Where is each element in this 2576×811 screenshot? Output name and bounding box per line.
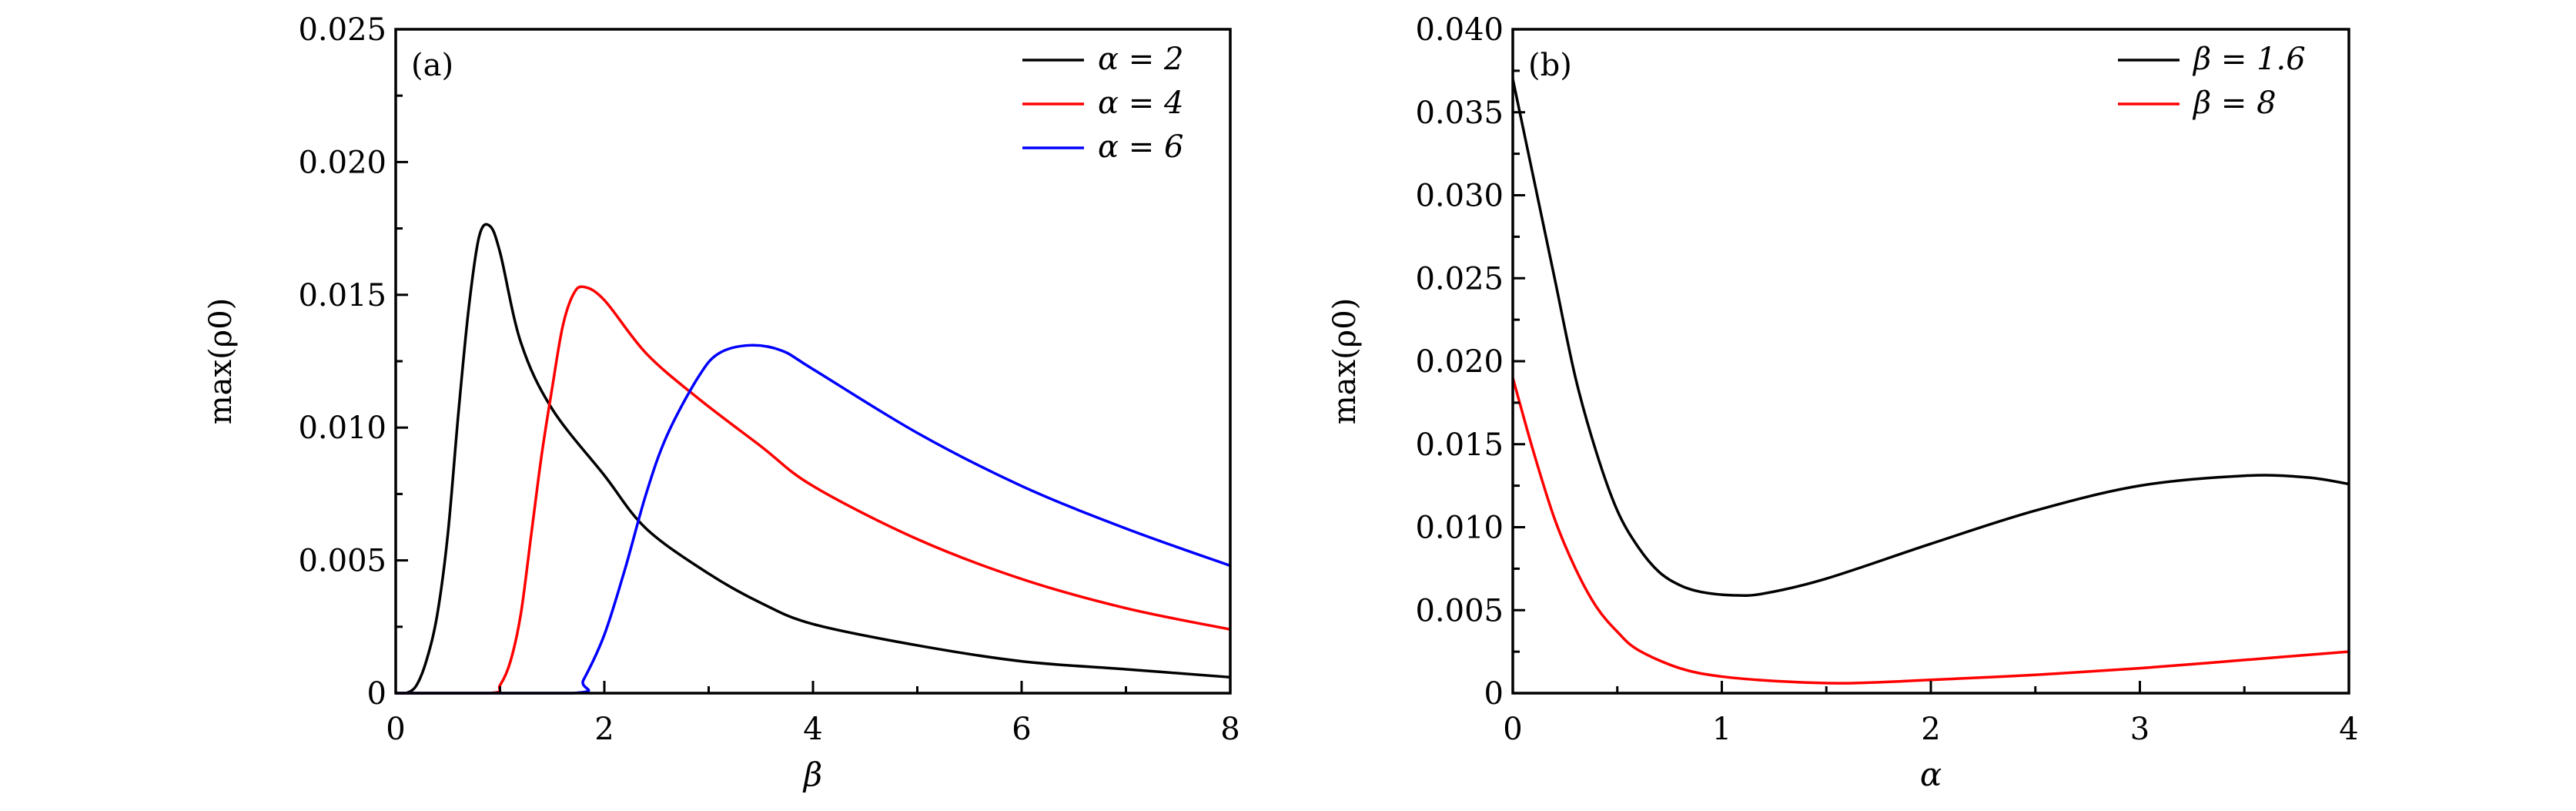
panel-label: (b) [1528, 48, 1572, 83]
legend-label: α = 6 [1098, 129, 1183, 165]
legend-label: β = 8 [2192, 85, 2277, 121]
x-tick-label: 3 [2130, 712, 2149, 747]
chart-panel-b: 0 1 2 3 4 0 0.005 0.010 0.015 0.020 0.025 0.030 0.03… [1327, 12, 2359, 793]
x-tick-label: 0 [386, 712, 405, 747]
legend: α = 2 α = 4 α = 6 [1022, 42, 1183, 165]
series-line-1 [1511, 377, 2350, 685]
x-tick-label: 2 [1921, 712, 1940, 747]
y-tick-label: 0 [367, 676, 386, 712]
panel-label: (a) [411, 48, 453, 83]
series-line-0 [395, 223, 1231, 695]
y-tick-label: 0.020 [1415, 344, 1504, 380]
x-tick-label: 6 [1012, 712, 1031, 747]
x-tick-label: 2 [594, 712, 614, 747]
chart-panel-a: 0 2 4 6 8 0 0.005 0.010 0.015 0.020 0.025 β max(ρ0) (… [203, 12, 1240, 793]
legend: β = 1.6 β = 8 [2118, 42, 2306, 121]
x-tick-label: 1 [1712, 712, 1731, 747]
y-tick-label: 0.010 [1415, 511, 1504, 546]
y-tick-label: 0 [1484, 676, 1504, 712]
y-tick-label: 0.005 [298, 544, 386, 579]
y-axis-label: max(ρ0) [203, 298, 239, 425]
legend-label: α = 2 [1098, 42, 1183, 77]
y-tick-label: 0.010 [298, 411, 386, 446]
y-tick-label: 0.025 [298, 12, 386, 48]
x-tick-label: 8 [1220, 712, 1239, 747]
series-line-0 [1511, 79, 2350, 598]
series-line-1 [395, 285, 1231, 695]
series-line-2 [395, 344, 1231, 695]
x-tick-label: 4 [2339, 712, 2358, 747]
x-tick-label: 4 [803, 712, 822, 747]
x-axis-label: α [1920, 756, 1942, 793]
y-tick-label: 0.015 [298, 278, 386, 313]
x-tick-label: 0 [1503, 712, 1522, 747]
y-tick-label: 0.040 [1415, 12, 1504, 48]
y-tick-label: 0.020 [298, 145, 386, 180]
plot-frame [1511, 28, 2350, 695]
y-tick-label: 0.015 [1415, 427, 1504, 463]
x-axis-label: β [802, 756, 822, 793]
y-tick-label: 0.005 [1415, 593, 1504, 628]
y-axis-label: max(ρ0) [1327, 298, 1363, 425]
legend-label: α = 4 [1098, 85, 1183, 121]
legend-label: β = 1.6 [2192, 42, 2306, 77]
y-tick-label: 0.025 [1415, 261, 1504, 297]
y-tick-label: 0.035 [1415, 96, 1504, 131]
y-tick-label: 0.030 [1415, 179, 1504, 214]
